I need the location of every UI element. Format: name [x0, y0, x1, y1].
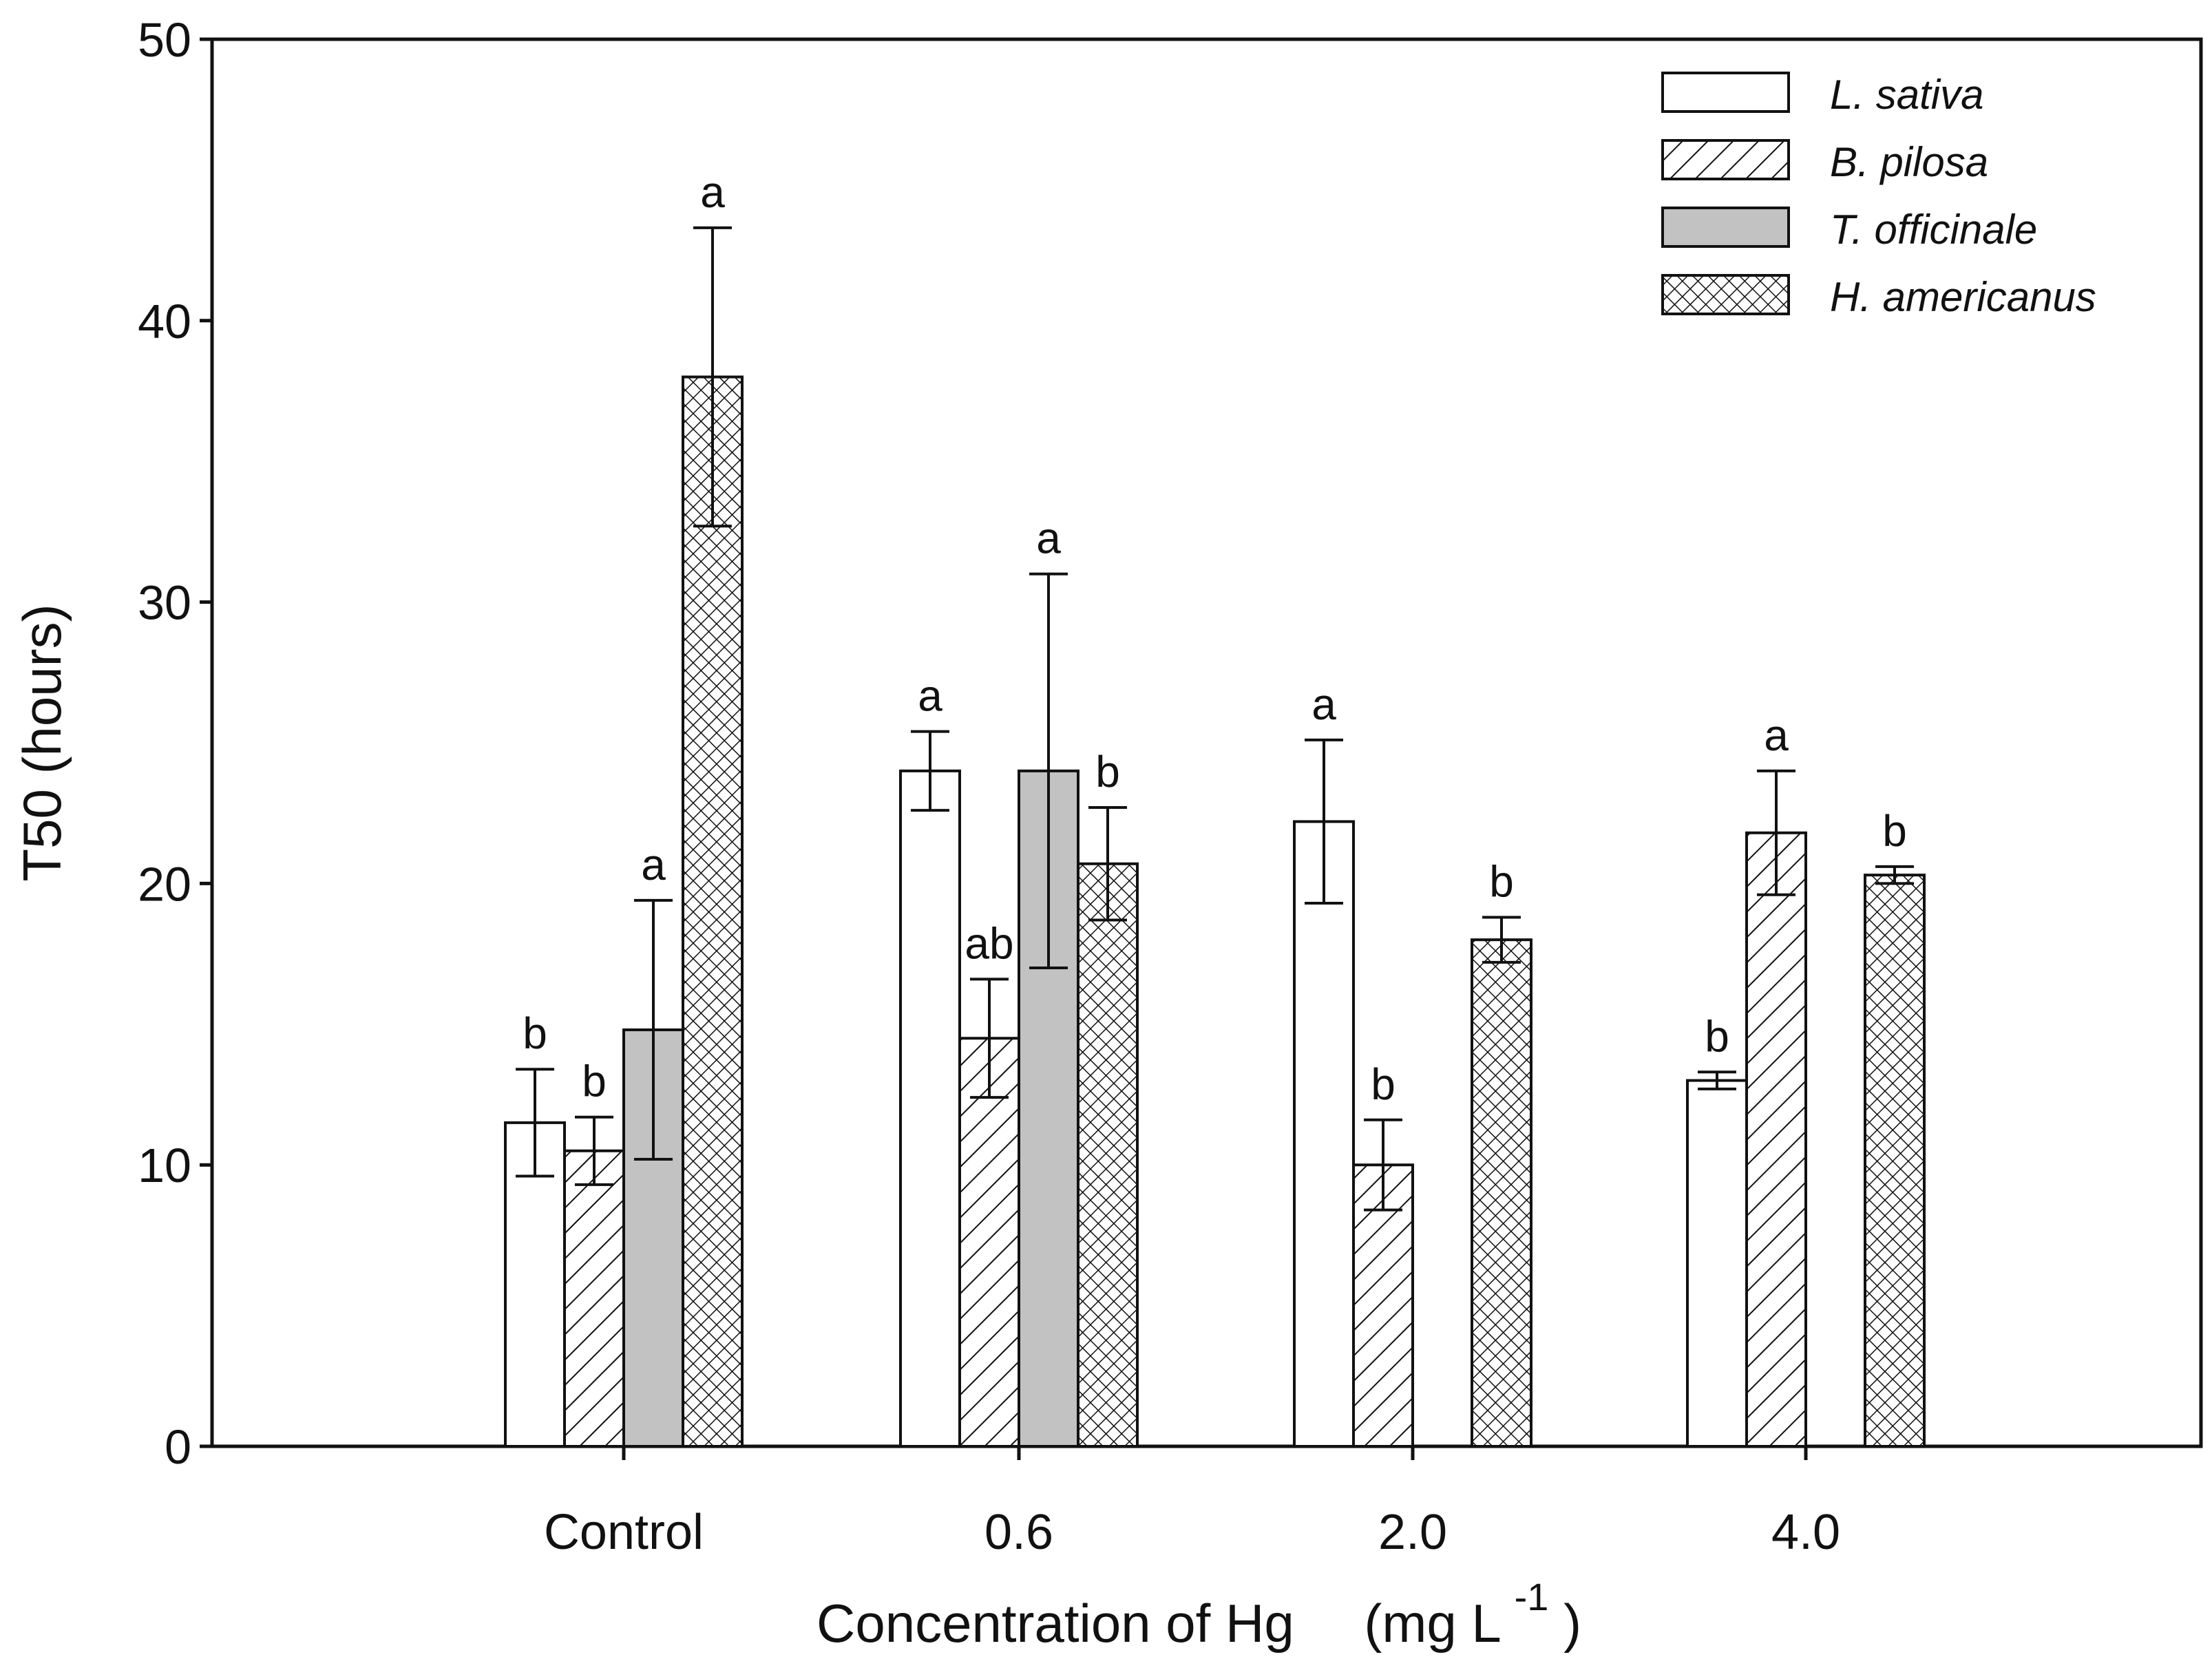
- x-axis-title-close: ): [1563, 1593, 1581, 1654]
- y-tick-label: 50: [138, 13, 191, 67]
- legend-label: H. americanus: [1830, 274, 2096, 320]
- significance-label: a: [1764, 710, 1789, 760]
- significance-label: b: [1095, 747, 1120, 796]
- significance-label: a: [641, 840, 666, 889]
- bar: [1864, 874, 1926, 1448]
- x-axis-title-exponent: -1: [1515, 1575, 1549, 1618]
- y-tick-label: 20: [138, 857, 191, 911]
- x-axis-categories: Control 0.6 2.0 4.0: [544, 1505, 1840, 1560]
- x-category-label: Control: [544, 1505, 704, 1560]
- bar: [1745, 831, 1807, 1448]
- legend-label: T. officinale: [1830, 207, 2037, 253]
- significance-label: a: [918, 671, 942, 721]
- bar: [958, 1037, 1020, 1448]
- significance-label: b: [582, 1057, 607, 1106]
- significance-label: b: [523, 1009, 547, 1058]
- significance-label: b: [1371, 1059, 1395, 1109]
- bar: [1471, 938, 1532, 1448]
- bar: [682, 375, 744, 1448]
- y-tick-label: 30: [138, 576, 191, 630]
- y-tick-label: 40: [138, 295, 191, 348]
- legend-swatch: [1661, 72, 1790, 113]
- bar: [1293, 820, 1355, 1448]
- bar: [899, 769, 961, 1448]
- x-axis-title-main: Concentration of Hg: [817, 1593, 1294, 1654]
- y-axis-title: T50 (hours): [12, 604, 72, 881]
- legend-label: L. sativa: [1830, 72, 1983, 118]
- significance-label: b: [1882, 806, 1907, 856]
- significance-label: ab: [965, 918, 1013, 968]
- legend-label: B. pilosa: [1830, 139, 1988, 185]
- y-axis: 0 10 20 30 40 50: [138, 13, 214, 1474]
- significance-label: a: [1036, 514, 1061, 563]
- significance-label: b: [1705, 1011, 1729, 1061]
- legend-swatch: [1661, 274, 1790, 315]
- significance-label: a: [700, 167, 725, 217]
- bar: [1352, 1163, 1414, 1448]
- significance-label: a: [1312, 679, 1336, 729]
- significance-label: b: [1489, 856, 1514, 906]
- legend: L. sativa B. pilosa T. officinale H. americ…: [1661, 72, 2096, 320]
- legend-swatch: [1661, 139, 1790, 180]
- x-category-label: 0.6: [984, 1505, 1053, 1560]
- y-tick-label: 0: [165, 1420, 191, 1474]
- x-category-label: 2.0: [1378, 1505, 1447, 1560]
- x-axis-title-unit: (mg L: [1364, 1593, 1499, 1654]
- legend-swatch: [1661, 207, 1790, 248]
- y-tick-label: 10: [138, 1139, 191, 1192]
- bar: [563, 1149, 625, 1448]
- x-axis-title: Concentration of Hg (mg L -1 ): [817, 1561, 1581, 1654]
- x-category-label: 4.0: [1771, 1505, 1840, 1560]
- bar: [1077, 862, 1139, 1448]
- bar: [1686, 1079, 1748, 1448]
